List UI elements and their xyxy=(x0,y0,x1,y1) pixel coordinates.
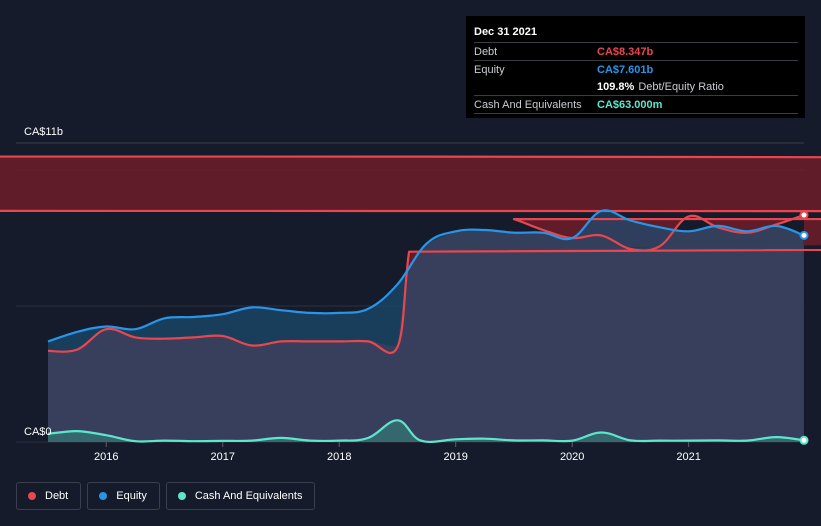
tooltip-cash-label: Cash And Equivalents xyxy=(474,98,582,111)
chart-legend: Debt Equity Cash And Equivalents xyxy=(16,482,316,510)
legend-equity-dot-icon xyxy=(99,492,108,500)
debt-end-marker xyxy=(799,210,809,220)
legend-debt-dot-icon xyxy=(28,492,36,500)
overlap-area xyxy=(48,226,803,442)
x-tick-label: 2018 xyxy=(327,451,351,463)
tooltip-ratio-label: Debt/Equity Ratio xyxy=(638,80,724,93)
legend-cash-dot-icon xyxy=(177,492,186,500)
tooltip-equity-value: CA$7.601b xyxy=(597,63,654,76)
tooltip-equity-label: Equity xyxy=(474,63,505,76)
x-axis-ticks: 2016 2017 2018 2019 2020 2021 xyxy=(94,442,701,463)
x-tick-label: 2021 xyxy=(676,451,700,463)
tooltip-divider xyxy=(474,113,798,114)
legend-cash-label: Cash And Equivalents xyxy=(194,490,303,502)
legend-debt-label: Debt xyxy=(45,490,69,502)
equity-end-marker xyxy=(799,230,809,240)
tooltip-cash-row: Cash And Equivalents CA$63.000m xyxy=(474,95,798,113)
equity-line xyxy=(47,209,805,343)
cash-line xyxy=(47,419,805,444)
tooltip-ratio-row: 109.8% Debt/Equity Ratio xyxy=(474,78,798,95)
tooltip-cash-value: CA$63.000m xyxy=(597,98,663,111)
legend-item-debt[interactable]: Debt xyxy=(16,482,82,510)
data-tooltip: Dec 31 2021 Debt CA$8.347b Equity CA$7.6… xyxy=(466,16,805,118)
cash-end-marker xyxy=(799,435,809,445)
y-axis-bottom-label: CA$0 xyxy=(24,426,52,438)
tooltip-debt-row: Debt CA$8.347b xyxy=(474,42,798,60)
tooltip-equity-row: Equity CA$7.601b xyxy=(474,60,798,78)
legend-equity-label: Equity xyxy=(116,490,147,502)
tooltip-debt-value: CA$8.347b xyxy=(597,45,654,58)
y-axis-top-label: CA$11b xyxy=(24,126,63,138)
legend-item-equity[interactable]: Equity xyxy=(87,482,160,510)
tooltip-ratio-value: 109.8% xyxy=(597,80,635,93)
end-markers xyxy=(799,210,809,445)
tooltip-debt-label: Debt xyxy=(474,45,498,58)
legend-item-cash[interactable]: Cash And Equivalents xyxy=(165,482,316,510)
x-tick-label: 2020 xyxy=(560,451,584,463)
series-lines xyxy=(0,149,821,444)
x-tick-label: 2016 xyxy=(94,451,118,463)
series-areas xyxy=(0,148,821,442)
tooltip-date: Dec 31 2021 xyxy=(474,26,537,38)
x-tick-label: 2019 xyxy=(443,451,467,463)
x-tick-label: 2017 xyxy=(210,451,234,463)
